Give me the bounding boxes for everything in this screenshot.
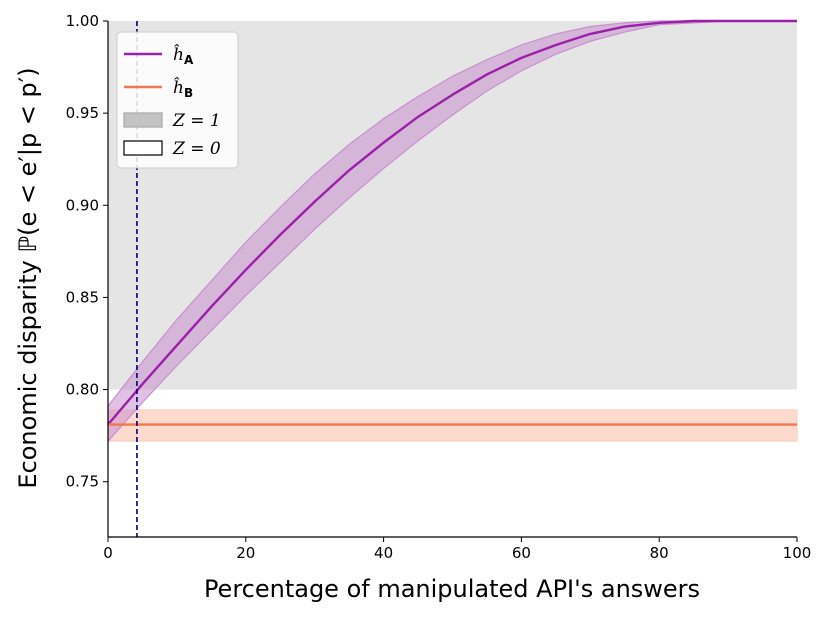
y-tick-label: 0.90 — [66, 196, 99, 214]
x-tick-label: 60 — [512, 544, 531, 562]
legend-patch-swatch-4 — [123, 140, 163, 156]
axes: Percentage of manipulated API's answers … — [14, 12, 811, 603]
y-tick-label: 0.95 — [66, 104, 99, 122]
legend-box — [116, 31, 239, 169]
y-tick-label: 0.75 — [66, 473, 99, 491]
y-tick-label: 1.00 — [66, 12, 99, 30]
x-tick-label: 40 — [374, 544, 393, 562]
x-axis-title: Percentage of manipulated API's answers — [204, 575, 700, 603]
x-tick-label: 80 — [650, 544, 669, 562]
x-tick-label: 20 — [236, 544, 255, 562]
series-line-1 — [107, 19, 797, 426]
legend-label-4: Z = 0 — [172, 139, 221, 159]
y-tick-label: 0.80 — [66, 381, 99, 399]
x-tick-label: 100 — [783, 544, 812, 562]
legend-patch-swatch-3 — [123, 112, 163, 128]
legend-subscript: B — [184, 86, 193, 100]
x-tick-label: 0 — [103, 544, 113, 562]
y-axis-title: Economic disparity ℙ(e < e′|p < p′) — [14, 67, 42, 488]
legend-label-3: Z = 1 — [172, 111, 221, 131]
y-tick-label: 0.85 — [66, 288, 99, 306]
legend-subscript: A — [184, 53, 194, 67]
